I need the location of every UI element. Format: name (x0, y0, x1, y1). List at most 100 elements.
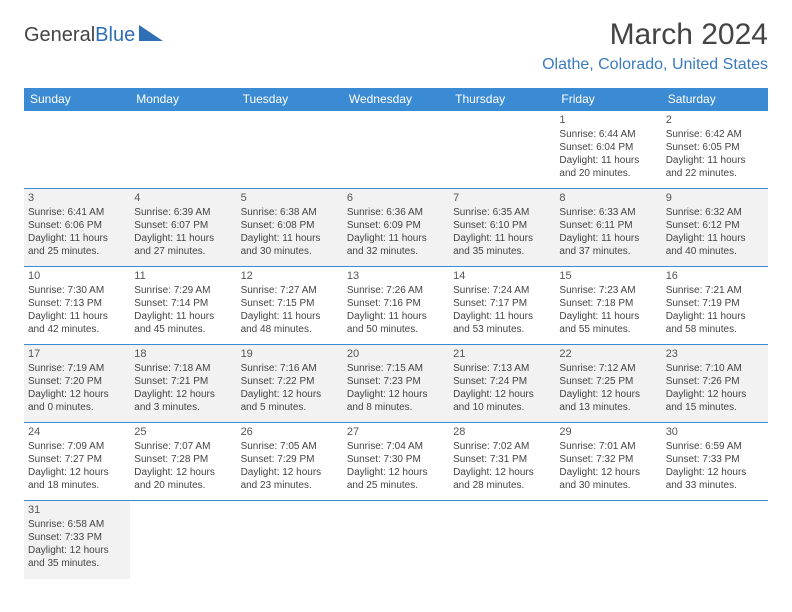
day-number: 6 (347, 191, 445, 205)
day-number: 14 (453, 269, 551, 283)
day-line: and 37 minutes. (559, 245, 657, 258)
day-line: Daylight: 11 hours (347, 232, 445, 245)
day-line: Sunset: 6:10 PM (453, 219, 551, 232)
day-line: Sunset: 7:20 PM (28, 375, 126, 388)
day-line: Sunrise: 6:35 AM (453, 206, 551, 219)
day-line: Sunrise: 7:10 AM (666, 362, 764, 375)
day-line: Sunset: 7:13 PM (28, 297, 126, 310)
calendar-body: 1Sunrise: 6:44 AMSunset: 6:04 PMDaylight… (24, 111, 768, 579)
day-line: Daylight: 11 hours (453, 232, 551, 245)
day-number: 13 (347, 269, 445, 283)
day-line: Sunrise: 6:33 AM (559, 206, 657, 219)
day-line: and 22 minutes. (666, 167, 764, 180)
day-line: Sunrise: 7:15 AM (347, 362, 445, 375)
day-line: Sunrise: 7:04 AM (347, 440, 445, 453)
day-line: Sunrise: 6:38 AM (241, 206, 339, 219)
day-cell (24, 111, 130, 189)
day-number: 18 (134, 347, 232, 361)
day-line: Sunset: 6:08 PM (241, 219, 339, 232)
day-line: Sunset: 6:06 PM (28, 219, 126, 232)
day-line: and 58 minutes. (666, 323, 764, 336)
day-line: Sunset: 7:32 PM (559, 453, 657, 466)
day-line: Daylight: 11 hours (241, 310, 339, 323)
day-line: Sunset: 7:33 PM (28, 531, 126, 544)
day-cell: 31Sunrise: 6:58 AMSunset: 7:33 PMDayligh… (24, 501, 130, 579)
day-line: Daylight: 11 hours (28, 232, 126, 245)
day-line: and 15 minutes. (666, 401, 764, 414)
day-cell (343, 111, 449, 189)
day-cell: 11Sunrise: 7:29 AMSunset: 7:14 PMDayligh… (130, 267, 236, 345)
day-line: and 28 minutes. (453, 479, 551, 492)
day-number: 31 (28, 503, 126, 517)
day-line: and 25 minutes. (347, 479, 445, 492)
day-line: Daylight: 11 hours (559, 232, 657, 245)
day-line: Daylight: 11 hours (453, 310, 551, 323)
day-number: 20 (347, 347, 445, 361)
day-line: and 13 minutes. (559, 401, 657, 414)
day-line: Daylight: 12 hours (559, 388, 657, 401)
day-line: Sunrise: 7:16 AM (241, 362, 339, 375)
day-header: Tuesday (237, 88, 343, 111)
day-line: Sunrise: 7:19 AM (28, 362, 126, 375)
day-cell (130, 111, 236, 189)
day-cell: 4Sunrise: 6:39 AMSunset: 6:07 PMDaylight… (130, 189, 236, 267)
day-line: Sunrise: 7:26 AM (347, 284, 445, 297)
day-cell: 12Sunrise: 7:27 AMSunset: 7:15 PMDayligh… (237, 267, 343, 345)
day-line: Daylight: 11 hours (28, 310, 126, 323)
logo-text-1: General (24, 24, 95, 46)
day-line: Daylight: 12 hours (347, 466, 445, 479)
week-row: 24Sunrise: 7:09 AMSunset: 7:27 PMDayligh… (24, 423, 768, 501)
day-cell: 18Sunrise: 7:18 AMSunset: 7:21 PMDayligh… (130, 345, 236, 423)
day-line: and 5 minutes. (241, 401, 339, 414)
day-cell: 23Sunrise: 7:10 AMSunset: 7:26 PMDayligh… (662, 345, 768, 423)
day-cell: 16Sunrise: 7:21 AMSunset: 7:19 PMDayligh… (662, 267, 768, 345)
day-line: and 53 minutes. (453, 323, 551, 336)
day-number: 30 (666, 425, 764, 439)
day-line: Sunrise: 6:36 AM (347, 206, 445, 219)
logo-text-2: Blue (95, 24, 135, 46)
day-cell: 20Sunrise: 7:15 AMSunset: 7:23 PMDayligh… (343, 345, 449, 423)
day-cell: 15Sunrise: 7:23 AMSunset: 7:18 PMDayligh… (555, 267, 661, 345)
day-line: Sunrise: 7:24 AM (453, 284, 551, 297)
day-line: and 45 minutes. (134, 323, 232, 336)
day-line: Daylight: 12 hours (241, 388, 339, 401)
day-line: Sunrise: 6:58 AM (28, 518, 126, 531)
day-line: and 30 minutes. (559, 479, 657, 492)
day-line: Sunset: 6:11 PM (559, 219, 657, 232)
day-number: 19 (241, 347, 339, 361)
day-number: 24 (28, 425, 126, 439)
day-line: Sunset: 7:29 PM (241, 453, 339, 466)
day-header: Monday (130, 88, 236, 111)
day-number: 27 (347, 425, 445, 439)
day-line: Sunrise: 7:07 AM (134, 440, 232, 453)
day-line: and 32 minutes. (347, 245, 445, 258)
week-row: 17Sunrise: 7:19 AMSunset: 7:20 PMDayligh… (24, 345, 768, 423)
day-line: and 33 minutes. (666, 479, 764, 492)
day-cell (130, 501, 236, 579)
day-line: Sunrise: 7:09 AM (28, 440, 126, 453)
day-line: and 10 minutes. (453, 401, 551, 414)
day-line: Sunset: 6:07 PM (134, 219, 232, 232)
day-line: and 18 minutes. (28, 479, 126, 492)
day-line: and 30 minutes. (241, 245, 339, 258)
week-row: 31Sunrise: 6:58 AMSunset: 7:33 PMDayligh… (24, 501, 768, 579)
day-line: Daylight: 12 hours (134, 466, 232, 479)
day-line: Sunset: 7:14 PM (134, 297, 232, 310)
location: Olathe, Colorado, United States (542, 56, 768, 74)
week-row: 1Sunrise: 6:44 AMSunset: 6:04 PMDaylight… (24, 111, 768, 189)
day-number: 15 (559, 269, 657, 283)
day-line: Sunset: 7:31 PM (453, 453, 551, 466)
day-cell: 9Sunrise: 6:32 AMSunset: 6:12 PMDaylight… (662, 189, 768, 267)
day-line: Sunrise: 6:41 AM (28, 206, 126, 219)
day-line: Sunset: 7:22 PM (241, 375, 339, 388)
day-line: Sunrise: 7:23 AM (559, 284, 657, 297)
day-cell: 17Sunrise: 7:19 AMSunset: 7:20 PMDayligh… (24, 345, 130, 423)
day-number: 12 (241, 269, 339, 283)
day-cell (237, 111, 343, 189)
day-cell: 3Sunrise: 6:41 AMSunset: 6:06 PMDaylight… (24, 189, 130, 267)
day-line: and 35 minutes. (453, 245, 551, 258)
day-line: Daylight: 12 hours (453, 388, 551, 401)
day-number: 2 (666, 113, 764, 127)
day-cell: 8Sunrise: 6:33 AMSunset: 6:11 PMDaylight… (555, 189, 661, 267)
day-line: Daylight: 12 hours (241, 466, 339, 479)
